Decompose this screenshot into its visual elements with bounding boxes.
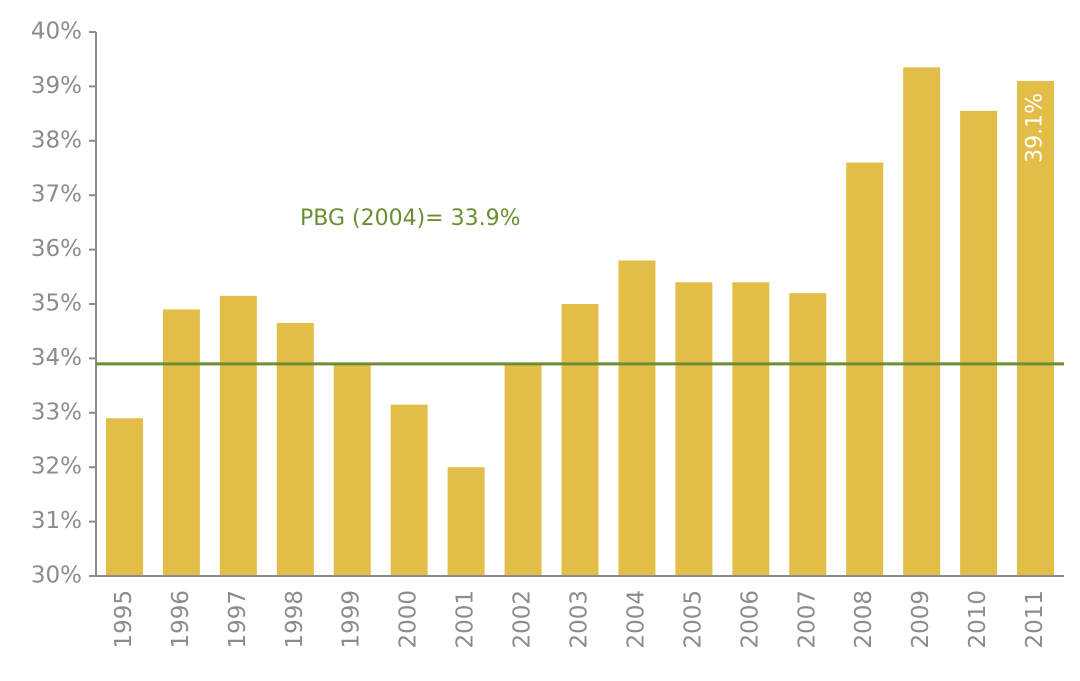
bar-1995 xyxy=(105,418,143,576)
x-tick-label: 2008 xyxy=(851,590,877,649)
bar-2001 xyxy=(447,467,485,576)
x-tick-label: 2007 xyxy=(794,590,820,649)
x-tick-label: 2009 xyxy=(908,590,934,649)
y-tick-label: 36% xyxy=(31,236,82,262)
reference-line-label: PBG (2004)= 33.9% xyxy=(300,206,520,231)
y-axis-ticks: 30% 31% 32% 33% 34% 35% 36% 37% 38% 39% 40% xyxy=(31,19,96,589)
y-tick-label: 39% xyxy=(31,73,82,99)
bar-2000 xyxy=(390,404,428,576)
x-tick-label: 1998 xyxy=(282,590,308,649)
y-tick-label: 40% xyxy=(31,19,82,45)
x-tick-label: 2011 xyxy=(1022,590,1048,649)
y-tick-label: 31% xyxy=(31,508,82,534)
y-tick-label: 37% xyxy=(31,182,82,208)
bars xyxy=(105,67,1055,577)
y-tick-label: 34% xyxy=(31,345,82,371)
bar-2003 xyxy=(561,304,599,576)
bar-2002 xyxy=(504,363,542,576)
bar-1996 xyxy=(162,309,200,576)
bar-2004 xyxy=(618,260,656,576)
y-tick-label: 30% xyxy=(31,563,82,589)
x-tick-label: 2002 xyxy=(510,590,536,649)
x-tick-label: 2005 xyxy=(680,590,706,649)
y-tick-label: 35% xyxy=(31,291,82,317)
y-tick-label: 32% xyxy=(31,454,82,480)
bar-2005 xyxy=(675,282,713,576)
bar-1997 xyxy=(219,295,257,576)
x-axis-ticks: 1995 1996 1997 1998 1999 2000 2001 2002 2003 2004… xyxy=(111,590,1048,649)
bar-2009 xyxy=(903,67,941,577)
x-tick-label: 2006 xyxy=(737,590,763,649)
x-tick-label: 2001 xyxy=(453,590,479,649)
x-tick-label: 2000 xyxy=(396,590,422,649)
x-tick-label: 1999 xyxy=(339,590,365,649)
bar-2011 xyxy=(1017,80,1055,577)
x-tick-label: 1997 xyxy=(225,590,251,649)
x-tick-label: 2003 xyxy=(567,590,593,649)
bar-2007 xyxy=(789,293,827,576)
x-tick-label: 2004 xyxy=(623,590,649,649)
bar-2008 xyxy=(846,162,884,576)
x-tick-label: 1996 xyxy=(168,590,194,649)
data-label-2011: 39.1% xyxy=(1023,93,1048,163)
y-tick-label: 33% xyxy=(31,399,82,425)
data-labels: 39.1% xyxy=(1023,93,1048,163)
y-tick-label: 38% xyxy=(31,127,82,153)
x-tick-label: 1995 xyxy=(111,590,137,649)
bar-2010 xyxy=(960,110,998,576)
bar-2006 xyxy=(732,282,770,576)
bar-1998 xyxy=(276,323,314,576)
bar-1999 xyxy=(333,363,371,576)
x-tick-label: 2010 xyxy=(965,590,991,649)
